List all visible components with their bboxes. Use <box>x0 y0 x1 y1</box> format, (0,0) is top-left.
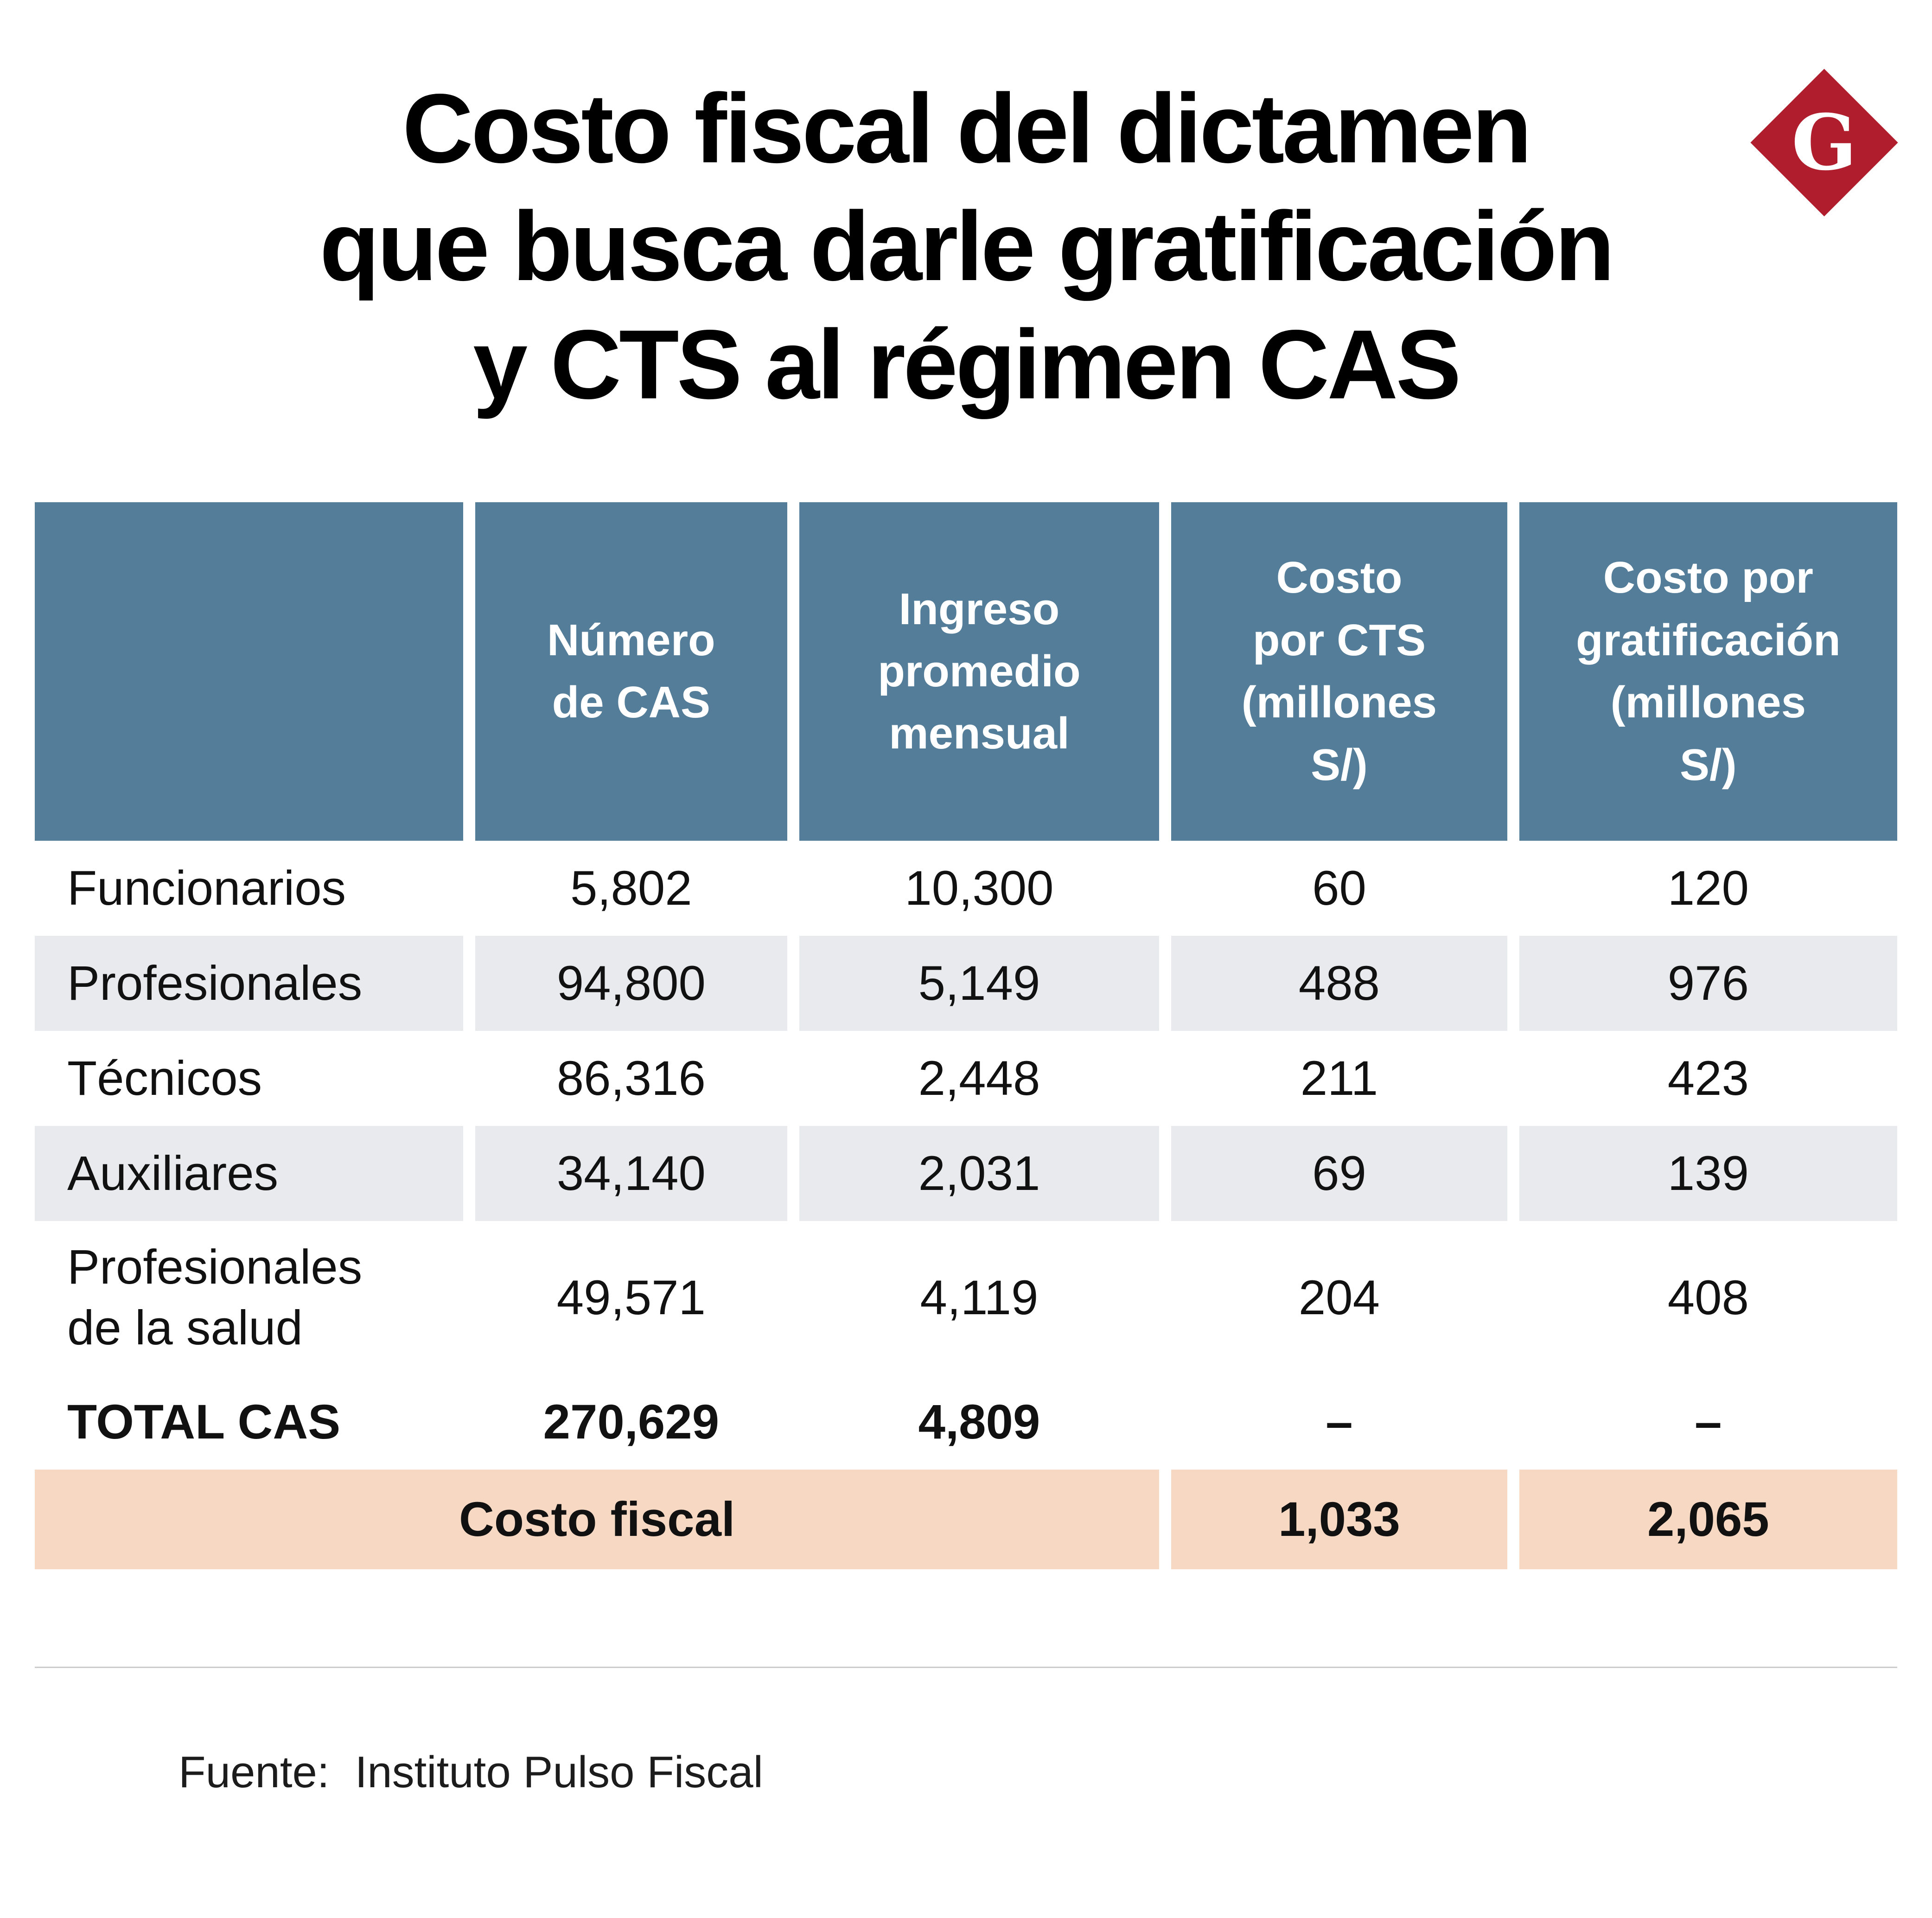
row-label: Funcionarios <box>35 841 463 936</box>
cell-cts: 204 <box>1171 1221 1507 1375</box>
header-numero-cas: Número de CAS <box>475 502 787 841</box>
row-label: Profesionales <box>35 936 463 1031</box>
cell-numero: 34,140 <box>475 1126 787 1221</box>
footer-divider <box>35 1666 1897 1668</box>
source-line: Fuente: Instituto Pulso Fiscal <box>179 1747 1932 1798</box>
source-value: Instituto Pulso Fiscal <box>355 1747 763 1797</box>
cell-numero: 5,802 <box>475 841 787 936</box>
table-row: Auxiliares 34,140 2,031 69 139 <box>35 1126 1897 1221</box>
row-label: Auxiliares <box>35 1126 463 1221</box>
cell-gratificacion: 976 <box>1519 936 1897 1031</box>
data-table: Número de CAS Ingreso promedio mensual C… <box>35 502 1897 1569</box>
fiscal-label: Costo fiscal <box>35 1469 1160 1569</box>
cell-ingreso: 5,149 <box>799 936 1160 1031</box>
cell-numero: 94,800 <box>475 936 787 1031</box>
cell-gratificacion: 423 <box>1519 1031 1897 1126</box>
cell-cts: 488 <box>1171 936 1507 1031</box>
cell-numero: 49,571 <box>475 1221 787 1375</box>
row-label: Profesionales de la salud <box>35 1221 463 1375</box>
header-category <box>35 502 463 841</box>
total-cts: – <box>1171 1374 1507 1470</box>
table-header-row: Número de CAS Ingreso promedio mensual C… <box>35 502 1897 841</box>
row-label: Técnicos <box>35 1031 463 1126</box>
source-label: Fuente: <box>179 1747 330 1797</box>
total-label: TOTAL CAS <box>35 1374 463 1470</box>
table-fiscal-row: Costo fiscal 1,033 2,065 <box>35 1469 1897 1569</box>
logo-letter-g: G <box>1792 97 1857 187</box>
cell-ingreso: 2,448 <box>799 1031 1160 1126</box>
header-costo-cts: Costo por CTS (millones S/) <box>1171 502 1507 841</box>
table-row: Profesionales 94,800 5,149 488 976 <box>35 936 1897 1031</box>
cell-cts: 69 <box>1171 1126 1507 1221</box>
title-line-3: y CTS al régimen CAS <box>473 309 1461 419</box>
fiscal-gratificacion: 2,065 <box>1519 1469 1897 1569</box>
title-line-1: Costo fiscal del dictamen <box>402 73 1532 183</box>
cell-gratificacion: 139 <box>1519 1126 1897 1221</box>
total-ingreso: 4,809 <box>799 1374 1160 1470</box>
table-row: Funcionarios 5,802 10,300 60 120 <box>35 841 1897 936</box>
title-line-2: que busca darle gratificación <box>319 191 1615 301</box>
header-costo-gratificacion: Costo por gratificación (millones S/) <box>1519 502 1897 841</box>
header-ingreso-promedio: Ingreso promedio mensual <box>799 502 1160 841</box>
cell-gratificacion: 120 <box>1519 841 1897 936</box>
cell-cts: 211 <box>1171 1031 1507 1126</box>
total-numero: 270,629 <box>475 1374 787 1470</box>
table-row: Profesionales de la salud 49,571 4,119 2… <box>35 1221 1897 1375</box>
table-row: Técnicos 86,316 2,448 211 423 <box>35 1031 1897 1126</box>
cell-numero: 86,316 <box>475 1031 787 1126</box>
cell-cts: 60 <box>1171 841 1507 936</box>
fiscal-cts: 1,033 <box>1171 1469 1507 1569</box>
cell-ingreso: 2,031 <box>799 1126 1160 1221</box>
table-total-row: TOTAL CAS 270,629 4,809 – – <box>35 1374 1897 1470</box>
total-gratificacion: – <box>1519 1374 1897 1470</box>
cell-ingreso: 4,119 <box>799 1221 1160 1375</box>
cell-gratificacion: 408 <box>1519 1221 1897 1375</box>
page-title: Costo fiscal del dictamen que busca darl… <box>0 0 1932 423</box>
cell-ingreso: 10,300 <box>799 841 1160 936</box>
